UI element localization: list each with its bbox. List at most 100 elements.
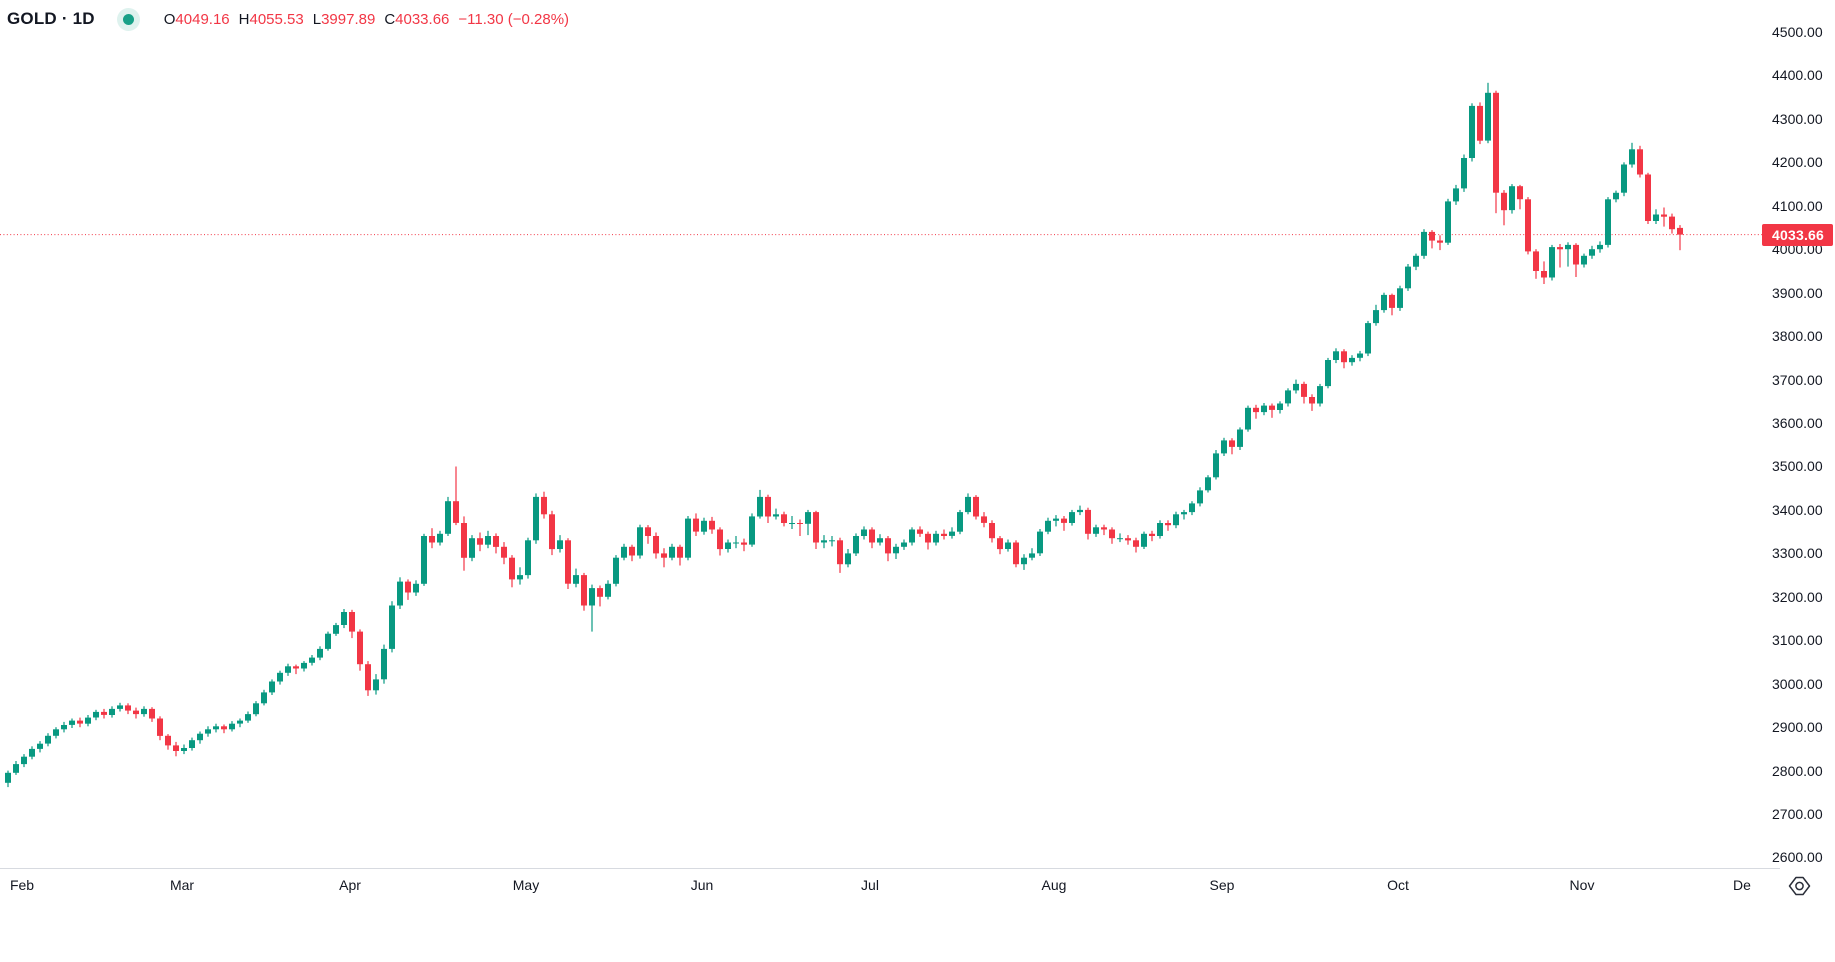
time-axis[interactable]: Feb Mar Apr May Jun Jul Aug Sep Oct Nov De — [0, 868, 1835, 908]
candle — [1189, 501, 1195, 516]
candle — [925, 531, 931, 550]
candle — [669, 543, 675, 561]
candle — [965, 493, 971, 515]
candle — [1469, 103, 1475, 162]
candle — [1589, 245, 1595, 259]
time-tick-label: Oct — [1387, 877, 1409, 893]
candle — [93, 709, 99, 721]
price-tick-label: 4200.00 — [1772, 154, 1823, 170]
candle — [605, 580, 611, 600]
candle — [533, 493, 539, 544]
candle — [413, 580, 419, 596]
candle — [53, 727, 59, 739]
candle — [357, 629, 363, 671]
candle — [1349, 355, 1355, 366]
candle — [917, 526, 923, 537]
candle — [1309, 394, 1315, 411]
candle — [1197, 487, 1203, 507]
candle — [149, 707, 155, 722]
candle — [1285, 388, 1291, 407]
candle — [1477, 102, 1483, 145]
candle — [717, 527, 723, 556]
candle — [661, 548, 667, 568]
candle — [757, 489, 763, 519]
candle — [1429, 230, 1435, 249]
candle — [893, 543, 899, 559]
candle — [349, 609, 355, 639]
candle — [901, 539, 907, 550]
candle — [549, 510, 555, 556]
settings-gear-icon[interactable] — [1783, 874, 1814, 898]
candle — [1141, 531, 1147, 549]
chart-legend: GOLD · 1D O4049.16 H4055.53 L3997.89 C4033.… — [7, 4, 569, 34]
candle — [845, 549, 851, 568]
candle — [1381, 292, 1387, 313]
candle — [1677, 225, 1683, 251]
candle — [1421, 229, 1427, 259]
candle — [253, 701, 259, 717]
candle — [389, 601, 395, 653]
candle — [1261, 403, 1267, 416]
candle — [1581, 253, 1587, 268]
candle — [853, 533, 859, 556]
candle — [989, 520, 995, 543]
candle — [309, 655, 315, 666]
candle — [1213, 450, 1219, 480]
candle — [45, 733, 51, 747]
price-axis[interactable]: 4500.00 4400.00 4300.00 4200.00 4100.00 4000.… — [1768, 0, 1835, 868]
candle — [101, 708, 107, 719]
candle — [477, 532, 483, 552]
symbol-title[interactable]: GOLD · 1D — [7, 9, 95, 28]
candle — [37, 741, 43, 753]
candle — [725, 539, 731, 553]
candle — [1341, 349, 1347, 369]
candle — [733, 536, 739, 549]
candle — [133, 707, 139, 719]
candle — [1525, 197, 1531, 255]
candle — [1373, 304, 1379, 326]
candle — [109, 706, 115, 718]
candle — [125, 703, 131, 715]
candle — [741, 538, 747, 552]
candle — [1237, 427, 1243, 450]
candle — [317, 646, 323, 661]
candle — [173, 741, 179, 757]
candle — [493, 533, 499, 554]
candles-layer — [5, 82, 1683, 788]
candle — [1405, 264, 1411, 291]
candle — [1125, 535, 1131, 545]
candle — [941, 529, 947, 540]
candle — [325, 631, 331, 651]
candle — [453, 466, 459, 526]
candle — [1165, 520, 1171, 531]
candle — [973, 495, 979, 520]
price-tick-label: 4300.00 — [1772, 111, 1823, 127]
price-tick-label: 3800.00 — [1772, 328, 1823, 344]
price-tick-label: 3200.00 — [1772, 589, 1823, 605]
candle — [541, 491, 547, 519]
candle — [1229, 438, 1235, 455]
candle — [1549, 244, 1555, 281]
candle — [1205, 475, 1211, 493]
candle — [1485, 82, 1491, 144]
candle — [13, 761, 19, 775]
candle — [645, 525, 651, 544]
candle — [1325, 357, 1331, 389]
candle — [765, 494, 771, 523]
candle — [517, 567, 523, 585]
candle — [701, 517, 707, 535]
candle — [821, 535, 827, 549]
candle — [1101, 524, 1107, 536]
candle — [221, 724, 227, 734]
candle — [1365, 320, 1371, 357]
time-tick-label: Aug — [1041, 877, 1067, 893]
ohlc-field-o: O4049.16 — [163, 10, 230, 28]
candle — [997, 536, 1003, 555]
candle — [285, 663, 291, 676]
candle — [933, 530, 939, 546]
candle — [885, 536, 891, 562]
candle — [877, 534, 883, 546]
candle — [469, 535, 475, 562]
